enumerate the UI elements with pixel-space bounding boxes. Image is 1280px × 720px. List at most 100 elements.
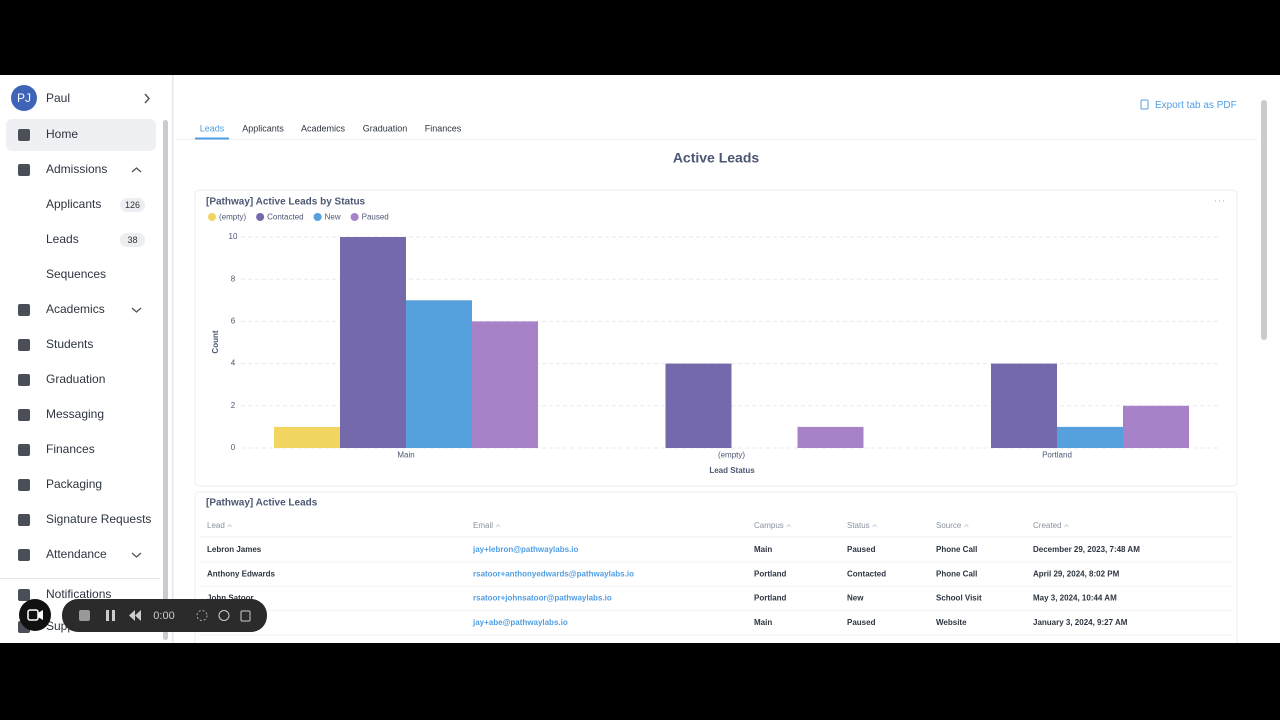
bar[interactable] — [665, 363, 732, 448]
nav-icon — [18, 479, 30, 491]
badge: 38 — [127, 235, 137, 245]
grid-button[interactable] — [196, 610, 208, 621]
bar[interactable] — [991, 363, 1057, 448]
nav-item[interactable]: Sequences — [46, 267, 106, 281]
stop-button[interactable] — [79, 610, 90, 621]
legend-label[interactable]: Contacted — [267, 213, 303, 222]
table-cell: Main — [754, 618, 772, 627]
nav-item[interactable]: Leads — [46, 232, 79, 246]
bar[interactable] — [472, 321, 538, 448]
table-cell[interactable]: rsatoor+anthonyedwards@pathwaylabs.io — [473, 569, 634, 578]
y-tick-label: 2 — [231, 401, 236, 410]
delete-button[interactable] — [240, 610, 251, 622]
nav-icon — [18, 164, 30, 176]
column-header[interactable]: Source — [936, 521, 962, 530]
pause-button[interactable] — [112, 610, 115, 621]
nav-item[interactable]: Applicants — [46, 197, 101, 211]
bar[interactable] — [1057, 426, 1123, 448]
bar[interactable] — [406, 300, 472, 448]
column-header[interactable]: Created — [1033, 521, 1061, 530]
column-header[interactable]: Email — [473, 521, 493, 530]
nav-icon — [18, 374, 30, 386]
nav-item[interactable]: Finances — [46, 442, 95, 456]
x-tick-label: Portland — [1042, 451, 1072, 460]
badge-bg — [120, 233, 145, 247]
main-scrollbar[interactable] — [1261, 100, 1267, 340]
table-cell: Phone Call — [936, 569, 977, 578]
user-name[interactable]: Paul — [46, 91, 70, 105]
legend-swatch — [256, 213, 265, 221]
table-cell: April 29, 2024, 8:02 PM — [1033, 569, 1120, 578]
letterbox-top — [0, 0, 1280, 75]
nav-icon — [18, 129, 30, 141]
rewind-button[interactable] — [129, 610, 141, 621]
content: PJ Paul Home Admissions Applicants 126 Leads 38… — [0, 85, 1237, 636]
nav-icon — [18, 514, 30, 526]
nav-item[interactable]: Students — [46, 337, 93, 351]
nav-icon — [18, 589, 30, 601]
table-cell: May 3, 2024, 10:44 AM — [1033, 594, 1117, 603]
bar[interactable] — [274, 426, 340, 448]
export-button[interactable]: Export tab as PDF — [1155, 100, 1237, 111]
restart-button[interactable] — [218, 610, 230, 621]
column-header[interactable]: Status — [847, 521, 870, 530]
nav-icon — [18, 409, 30, 421]
nav-icon — [18, 339, 30, 351]
legend-label[interactable]: Paused — [362, 213, 389, 222]
pause-button[interactable] — [106, 610, 109, 621]
bar[interactable] — [797, 426, 864, 448]
nav-item[interactable]: Academics — [46, 302, 105, 316]
tab[interactable]: Finances — [425, 123, 462, 133]
sort-icon — [227, 523, 233, 528]
table-cell[interactable]: rsatoor+johnsatoor@pathwaylabs.io — [473, 594, 612, 603]
camera-button[interactable] — [19, 599, 51, 631]
sort-icon — [964, 523, 969, 528]
column-header[interactable]: Campus — [754, 521, 784, 530]
table-cell: Phone Call — [936, 545, 977, 554]
nav-item[interactable]: Attendance — [46, 547, 107, 561]
nav-item[interactable]: Notifications — [46, 587, 111, 601]
x-tick-label: (empty) — [718, 451, 745, 460]
table-cell: December 29, 2023, 7:48 AM — [1033, 545, 1140, 554]
nav-item[interactable]: Packaging — [46, 477, 102, 491]
sort-icon — [495, 523, 501, 528]
table-cell: Main — [754, 545, 772, 554]
x-tick-label: Main — [397, 451, 414, 460]
badge: 126 — [125, 200, 140, 210]
tab[interactable]: Academics — [301, 123, 346, 133]
tab[interactable]: Graduation — [363, 123, 408, 133]
tabs-border — [177, 139, 1257, 140]
y-axis-label: Count — [211, 330, 220, 353]
tab[interactable]: Applicants — [242, 123, 284, 133]
table-cell[interactable]: jay+lebron@pathwaylabs.io — [472, 545, 579, 554]
nav-item[interactable]: Graduation — [46, 372, 105, 386]
table-cell: Portland — [754, 594, 787, 603]
y-tick-label: 6 — [231, 317, 236, 326]
sidebar-scrollbar[interactable] — [163, 120, 168, 640]
nav-item[interactable]: Admissions — [46, 162, 107, 176]
sort-icon — [872, 523, 878, 528]
legend-label[interactable]: New — [325, 213, 341, 222]
nav-item[interactable]: Messaging — [46, 407, 104, 421]
y-tick-label: 0 — [231, 443, 236, 452]
recorder-time: 0:00 — [153, 610, 174, 622]
bar[interactable] — [1123, 405, 1189, 448]
chevron-up — [131, 167, 142, 173]
column-header[interactable]: Lead — [207, 521, 225, 530]
avatar-initials: PJ — [17, 91, 31, 105]
nav-item[interactable]: Signature Requests — [46, 512, 151, 526]
legend-label[interactable]: (empty) — [219, 213, 246, 222]
sort-icon — [1064, 523, 1069, 528]
page-heading: Active Leads — [673, 150, 760, 166]
tab[interactable]: Leads — [200, 123, 225, 133]
sort-icon — [786, 523, 792, 528]
camera-icon — [38, 610, 43, 620]
table-cell: January 3, 2024, 9:27 AM — [1033, 618, 1128, 627]
nav-item[interactable]: Home — [46, 127, 78, 141]
table-cell[interactable]: jay+abe@pathwaylabs.io — [472, 618, 568, 627]
bar[interactable] — [340, 237, 406, 448]
letterbox-bottom — [0, 643, 1280, 720]
